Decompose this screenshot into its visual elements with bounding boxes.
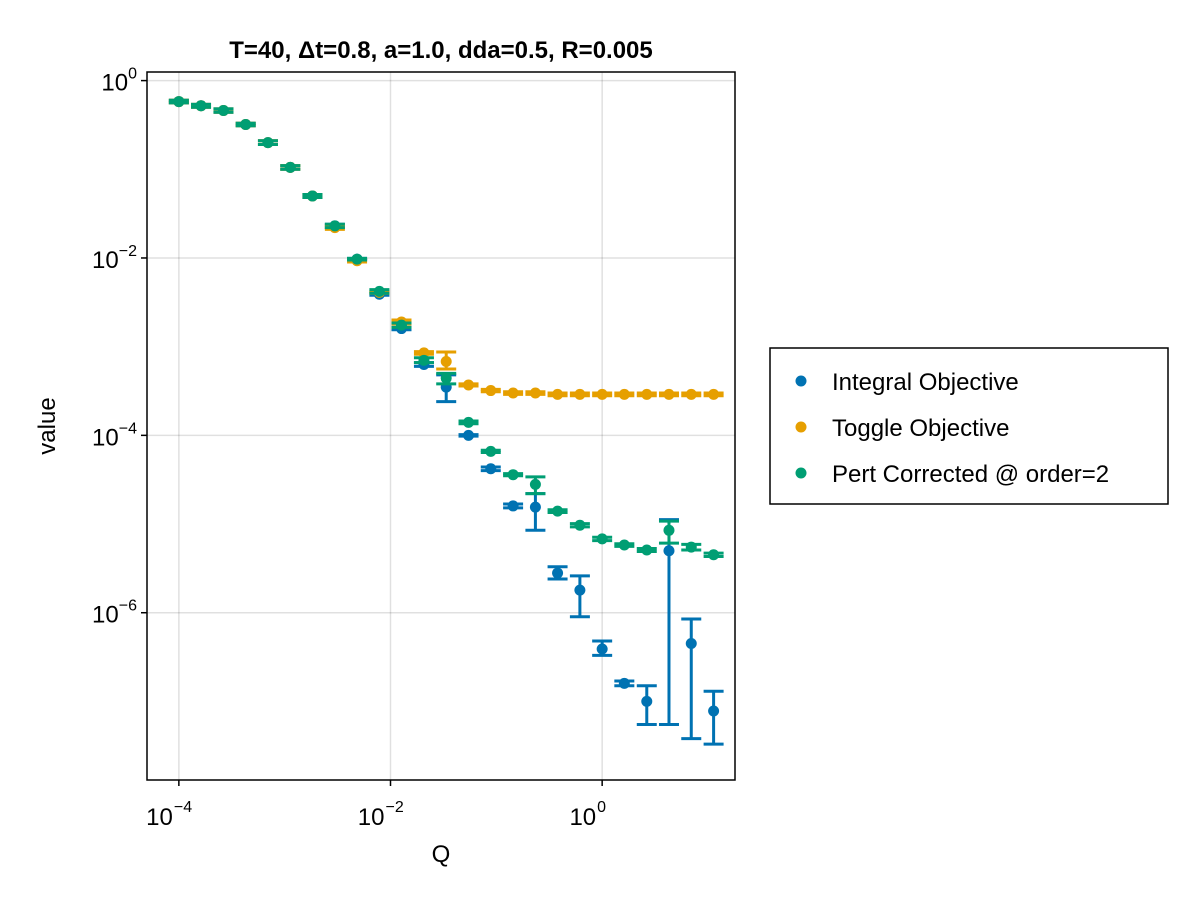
y-tick-base: 10 bbox=[92, 424, 119, 451]
data-point bbox=[373, 285, 385, 297]
data-point bbox=[529, 387, 541, 399]
data-point bbox=[596, 388, 608, 400]
data-point bbox=[552, 505, 564, 517]
data-point bbox=[641, 388, 653, 400]
data-point bbox=[395, 319, 407, 331]
series-3 bbox=[168, 96, 724, 561]
y-tick-base: 10 bbox=[101, 70, 128, 97]
y-tick-exponent: −2 bbox=[119, 243, 137, 260]
data-point bbox=[552, 388, 564, 400]
data-point bbox=[217, 105, 229, 117]
data-point bbox=[485, 385, 497, 397]
grid-lines bbox=[147, 72, 735, 780]
data-point bbox=[596, 643, 608, 655]
data-point bbox=[463, 429, 475, 441]
legend-label: Pert Corrected @ order=2 bbox=[832, 461, 1109, 488]
y-tick-exponent: −4 bbox=[119, 420, 137, 437]
y-tick-label: −210 bbox=[92, 243, 137, 274]
data-point bbox=[574, 584, 586, 596]
series-1 bbox=[168, 96, 724, 746]
data-point bbox=[463, 416, 475, 428]
legend-items: Integral Objective Toggle Objective Pert C… bbox=[795, 369, 1109, 488]
data-point bbox=[306, 190, 318, 202]
x-tick-label: 10 −4 bbox=[146, 799, 192, 831]
y-tick-exponent: 0 bbox=[128, 66, 137, 83]
legend-marker bbox=[795, 421, 807, 433]
legend-marker bbox=[795, 375, 807, 387]
y-tick-label: −610 bbox=[92, 598, 137, 629]
data-point bbox=[618, 539, 630, 551]
y-tick-exponent: −6 bbox=[119, 598, 137, 615]
legend-marker bbox=[795, 467, 807, 479]
x-tick-label: 10 −2 bbox=[358, 799, 404, 831]
data-point bbox=[663, 388, 675, 400]
data-point bbox=[641, 695, 653, 707]
x-tick-exponent: −4 bbox=[174, 799, 192, 816]
data-point bbox=[507, 469, 519, 481]
data-point bbox=[284, 161, 296, 173]
error-bar bbox=[569, 574, 590, 619]
data-point bbox=[529, 501, 541, 513]
data-point bbox=[641, 544, 653, 556]
x-tick-exponent: 0 bbox=[597, 799, 606, 816]
data-point bbox=[574, 519, 586, 531]
plot-area bbox=[168, 96, 724, 746]
legend-box bbox=[769, 347, 1169, 505]
legend-label: Integral Objective bbox=[832, 369, 1019, 396]
chart-title: T=40, Δt=0.8, a=1.0, dda=0.5, R=0.005 bbox=[229, 37, 653, 64]
data-point bbox=[507, 500, 519, 512]
y-tick-label: 010 bbox=[101, 66, 137, 97]
x-tick-base: 10 bbox=[146, 804, 173, 831]
error-bar bbox=[681, 617, 702, 741]
data-point bbox=[708, 549, 720, 561]
data-point bbox=[574, 388, 586, 400]
y-axis-ticks: 010−210−410−610 bbox=[92, 66, 147, 629]
legend-entry: Pert Corrected @ order=2 bbox=[795, 461, 1109, 488]
data-point bbox=[329, 220, 341, 232]
data-point bbox=[440, 372, 452, 384]
data-point bbox=[485, 445, 497, 457]
x-axis-ticks: 10 −4 10 −2 10 0 bbox=[146, 780, 606, 831]
legend-entry: Integral Objective bbox=[795, 369, 1019, 396]
data-point bbox=[262, 137, 274, 149]
data-point bbox=[195, 100, 207, 112]
y-tick-base: 10 bbox=[92, 247, 119, 274]
data-point bbox=[663, 545, 675, 557]
data-point bbox=[685, 388, 697, 400]
data-point bbox=[440, 356, 452, 368]
x-axis-label: Q bbox=[432, 841, 451, 868]
data-point bbox=[240, 118, 252, 130]
error-bar bbox=[703, 689, 724, 746]
x-tick-exponent: −2 bbox=[386, 799, 404, 816]
x-tick-label: 10 0 bbox=[569, 799, 606, 831]
y-tick-base: 10 bbox=[92, 602, 119, 629]
data-point bbox=[529, 478, 541, 490]
data-point bbox=[463, 379, 475, 391]
data-point bbox=[618, 677, 630, 689]
y-tick-label: −410 bbox=[92, 420, 137, 451]
data-point bbox=[351, 253, 363, 265]
data-point bbox=[685, 637, 697, 649]
data-point bbox=[507, 387, 519, 399]
axes-frame bbox=[146, 71, 736, 781]
series-2 bbox=[168, 96, 724, 400]
x-tick-base: 10 bbox=[358, 804, 385, 831]
data-point bbox=[596, 533, 608, 545]
data-point bbox=[418, 354, 430, 366]
data-point bbox=[685, 541, 697, 553]
data-point bbox=[618, 388, 630, 400]
data-point bbox=[663, 524, 675, 536]
data-point bbox=[708, 705, 720, 717]
legend-entry: Toggle Objective bbox=[795, 415, 1009, 442]
data-point bbox=[485, 463, 497, 475]
legend-label: Toggle Objective bbox=[832, 415, 1009, 442]
data-point bbox=[708, 388, 720, 400]
x-tick-base: 10 bbox=[569, 804, 596, 831]
y-axis-label: value bbox=[34, 397, 61, 454]
data-point bbox=[552, 567, 564, 579]
legend: Integral Objective Toggle Objective Pert C… bbox=[769, 347, 1169, 505]
data-point bbox=[173, 96, 185, 108]
